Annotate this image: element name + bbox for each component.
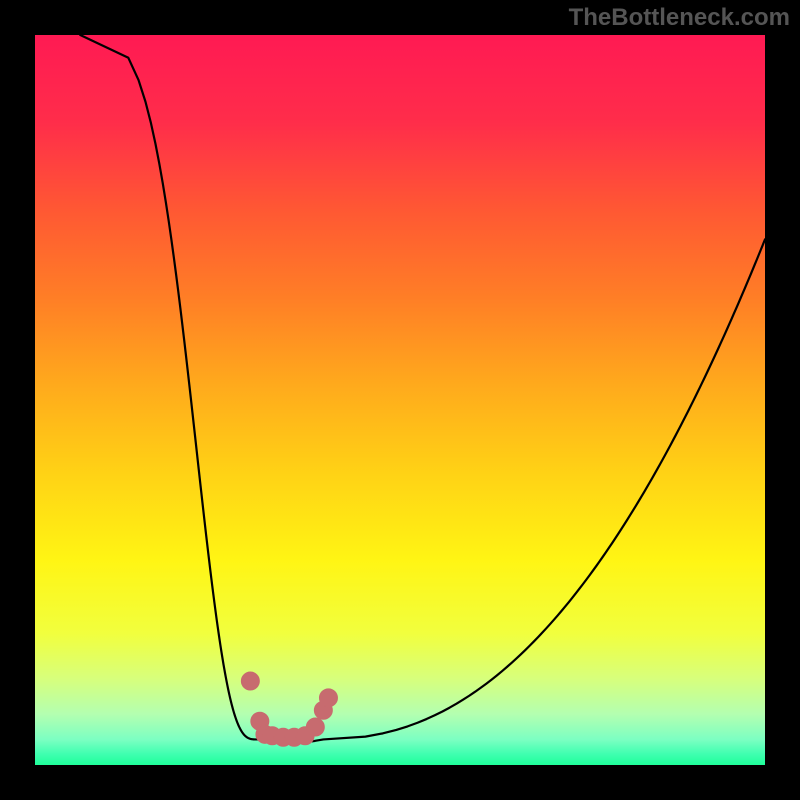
trough-marker (306, 718, 324, 736)
trough-marker (319, 689, 337, 707)
plot-area (35, 35, 765, 765)
chart-container: TheBottleneck.com (0, 0, 800, 800)
watermark-text: TheBottleneck.com (569, 4, 790, 32)
gradient-chart (0, 0, 800, 800)
trough-marker (241, 672, 259, 690)
